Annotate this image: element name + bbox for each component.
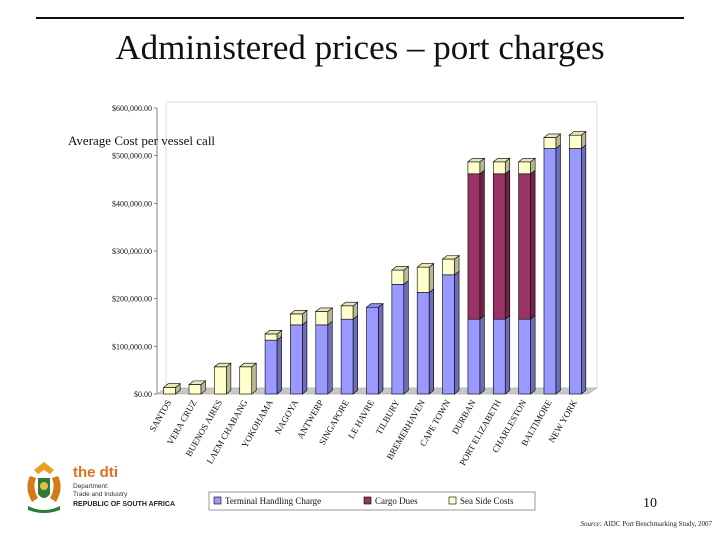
bar-top bbox=[213, 362, 232, 368]
x-tick-label: TILBURY bbox=[374, 398, 402, 437]
y-tick-label: $300,000.00 bbox=[112, 247, 152, 256]
bars bbox=[162, 130, 587, 395]
bar-top bbox=[289, 310, 308, 315]
title-rule bbox=[36, 17, 684, 19]
bar-segment bbox=[518, 314, 536, 395]
bar-segment bbox=[467, 169, 485, 320]
bar-top bbox=[390, 266, 410, 271]
bar-top bbox=[238, 362, 258, 368]
legend-swatch bbox=[213, 496, 222, 505]
legend: Terminal Handling Charge Cargo Dues Sea Si… bbox=[208, 491, 536, 511]
legend-label: Terminal Handling Charge bbox=[225, 496, 321, 506]
bar-segment bbox=[518, 169, 536, 320]
bar-segment bbox=[543, 144, 561, 395]
bar-top bbox=[162, 383, 182, 388]
x-tick-label: DURBAN bbox=[450, 398, 478, 436]
bar-segment bbox=[315, 320, 333, 395]
y-tick-label: $100,000.00 bbox=[112, 342, 152, 351]
logo-republic: REPUBLIC OF SOUTH AFRICA bbox=[73, 501, 176, 508]
y-tick-label: $0.00 bbox=[134, 390, 152, 399]
source-label: Source: bbox=[580, 520, 602, 528]
bar-segment bbox=[467, 314, 485, 395]
y-tick-label: $200,000.00 bbox=[112, 295, 152, 304]
page-title: Administered prices – port charges bbox=[115, 28, 605, 67]
bar-segment bbox=[340, 314, 358, 395]
legend-label: Sea Side Costs bbox=[460, 496, 514, 506]
bar-top bbox=[340, 301, 359, 307]
bar-top bbox=[314, 307, 334, 312]
bar-segment bbox=[492, 169, 511, 320]
bar-segment bbox=[569, 130, 587, 150]
y-tick-label: $400,000.00 bbox=[112, 199, 152, 208]
bar-segment bbox=[239, 362, 257, 395]
y-tick-label: $600,000.00 bbox=[112, 104, 152, 113]
bar-top bbox=[467, 157, 486, 163]
source-text: AIDC Port Benchmarking Study, 2007 bbox=[603, 520, 712, 528]
bar-segment bbox=[416, 288, 435, 395]
bar-segment bbox=[416, 262, 435, 294]
bar-top bbox=[441, 255, 460, 260]
x-tick-label: LE HAVRE bbox=[346, 398, 376, 441]
source-note: Source: AIDC Port Benchmarking Study, 20… bbox=[580, 520, 712, 528]
bar-segment bbox=[315, 307, 333, 326]
legend-swatch bbox=[363, 496, 372, 505]
bar-top bbox=[264, 330, 283, 335]
bar-top bbox=[492, 157, 511, 163]
bar-top bbox=[416, 263, 435, 268]
chart-title: Average Cost per vessel call bbox=[68, 133, 215, 148]
legend-box bbox=[208, 491, 536, 511]
bar-segment bbox=[290, 320, 308, 395]
bar-segment bbox=[391, 280, 409, 395]
dti-logo: the dti Department: Trade and Industry R… bbox=[20, 458, 190, 520]
bar-segment bbox=[340, 301, 358, 320]
bar-segment bbox=[366, 303, 384, 395]
logo-trade-industry: Trade and Industry bbox=[73, 491, 128, 498]
legend-label: Cargo Dues bbox=[375, 496, 418, 506]
bar-segment bbox=[492, 314, 511, 395]
x-tick-label: SANTOS bbox=[147, 398, 173, 433]
bar-top bbox=[568, 131, 587, 136]
y-tick-label: $500,000.00 bbox=[112, 152, 152, 161]
dti-brand: the dti bbox=[73, 464, 118, 481]
bar-segment bbox=[264, 335, 282, 395]
x-tick-label: NAGOYA bbox=[273, 398, 301, 436]
bar-top bbox=[517, 157, 536, 163]
bar-segment bbox=[569, 144, 587, 395]
slide-number: 10 bbox=[643, 496, 657, 511]
bar-top bbox=[543, 133, 562, 138]
coat-of-arms-icon bbox=[27, 462, 61, 513]
bar-top bbox=[365, 303, 384, 308]
bar-top bbox=[188, 380, 207, 385]
legend-swatch bbox=[448, 496, 457, 505]
bar-segment bbox=[214, 362, 232, 395]
logo-department: Department: bbox=[73, 483, 109, 490]
bar-segment bbox=[442, 270, 460, 395]
